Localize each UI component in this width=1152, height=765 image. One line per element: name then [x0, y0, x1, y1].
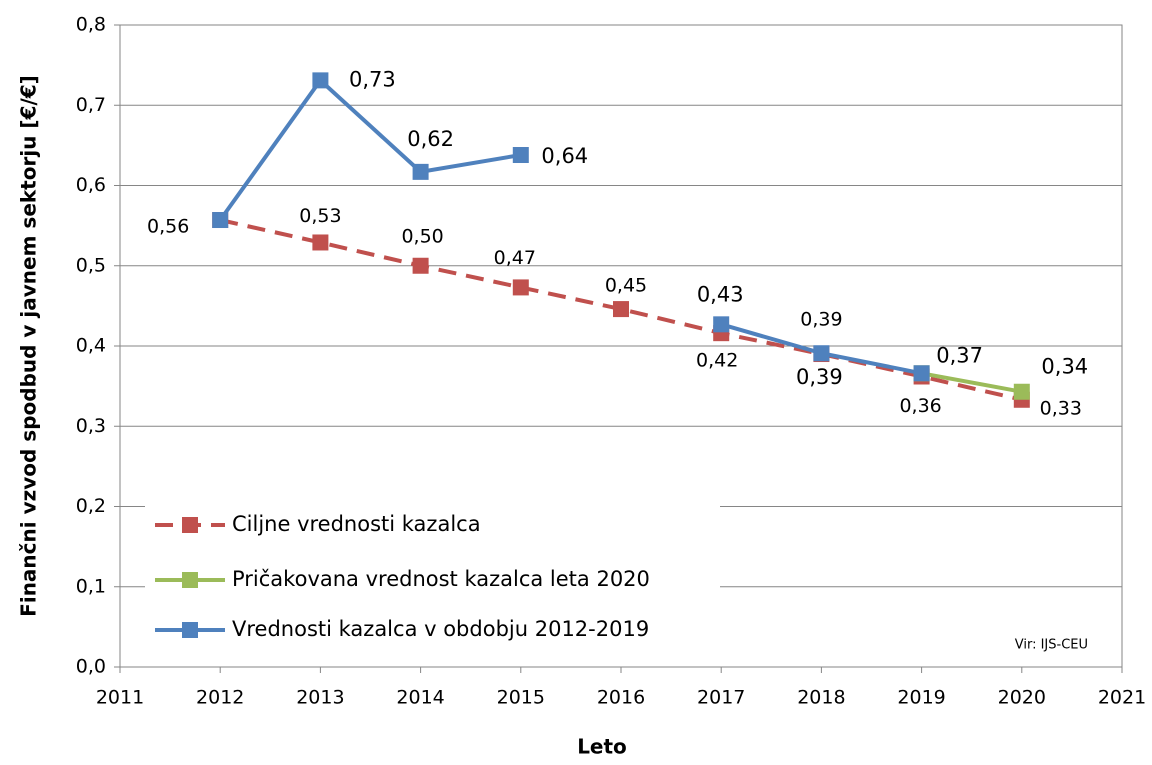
x-tick-label: 2017: [697, 687, 745, 709]
x-tick-label: 2019: [897, 687, 945, 709]
marker: [813, 345, 830, 362]
series-line: [921, 371, 1023, 394]
data-label: 0,43: [697, 282, 744, 306]
y-tick-label: 0,1: [76, 575, 106, 597]
data-label: 0,53: [299, 205, 341, 227]
legend-marker: [182, 572, 198, 588]
data-label: 0,50: [401, 225, 443, 247]
y-tick-label: 0,2: [76, 495, 106, 517]
data-label: 0,47: [494, 247, 536, 269]
x-tick-label: 2013: [296, 687, 344, 709]
marker: [913, 365, 930, 382]
y-axis-label: Finančni vzvod spodbud v javnem sektorju…: [17, 75, 41, 617]
marker: [713, 316, 730, 333]
marker: [512, 279, 529, 296]
marker: [1013, 383, 1030, 400]
data-label: 0,36: [899, 395, 941, 417]
y-tick-label: 0,5: [76, 254, 106, 276]
y-tick-label: 0,6: [76, 174, 106, 196]
x-tick-label: 2012: [196, 687, 244, 709]
x-tick-label: 2014: [396, 687, 444, 709]
y-tick-label: 0,8: [76, 14, 106, 36]
marker: [212, 212, 229, 229]
legend-label: Vrednosti kazalca v obdobju 2012-2019: [232, 617, 649, 641]
data-label: 0,64: [541, 144, 588, 168]
marker: [312, 72, 329, 89]
x-tick-label: 2016: [597, 687, 645, 709]
x-axis-label: Leto: [577, 735, 627, 759]
x-tick-label: 2021: [1098, 687, 1146, 709]
x-tick-label: 2011: [96, 687, 144, 709]
marker: [412, 163, 429, 180]
y-tick-label: 0,3: [76, 415, 106, 437]
data-label: 0,42: [696, 350, 738, 372]
data-label: 0,33: [1040, 397, 1082, 419]
series-line: [219, 218, 1023, 402]
data-label: 0,45: [605, 275, 647, 297]
marker: [512, 147, 529, 164]
data-label: 0,62: [407, 127, 454, 151]
x-tick-label: 2020: [998, 687, 1046, 709]
data-label: 0,39: [796, 365, 843, 389]
y-tick-label: 0,7: [76, 94, 106, 116]
data-label: 0,56: [147, 216, 189, 238]
y-tick-label: 0,0: [76, 656, 106, 678]
legend-label: Ciljne vrednosti kazalca: [232, 512, 481, 536]
series-line: [218, 77, 522, 222]
marker: [412, 257, 429, 274]
legend-marker: [182, 622, 198, 638]
legend-box: [145, 500, 720, 655]
legend-marker: [182, 517, 198, 533]
annotation: Vir: IJS-CEU: [1015, 638, 1088, 653]
y-tick-label: 0,4: [76, 335, 106, 357]
data-label: 0,34: [1041, 355, 1088, 379]
marker: [613, 301, 629, 318]
data-label: 0,37: [936, 343, 983, 367]
data-label: 0,73: [349, 67, 396, 91]
marker: [312, 234, 329, 251]
x-tick-label: 2015: [497, 687, 545, 709]
legend-label: Pričakovana vrednost kazalca leta 2020: [232, 567, 650, 591]
x-tick-label: 2018: [797, 687, 845, 709]
data-label: 0,39: [800, 309, 842, 331]
